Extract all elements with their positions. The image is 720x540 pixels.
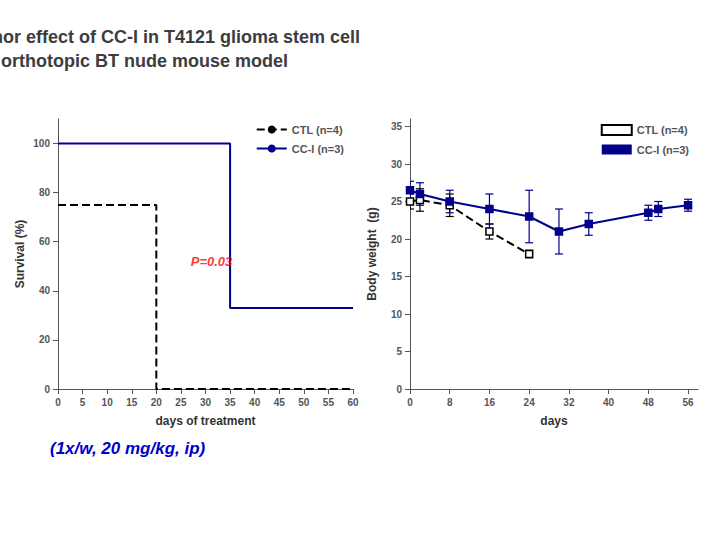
svg-text:20: 20: [391, 234, 403, 245]
svg-text:days: days: [540, 414, 568, 428]
svg-text:20: 20: [39, 334, 51, 345]
svg-text:40: 40: [249, 397, 261, 408]
svg-text:16: 16: [484, 397, 496, 408]
svg-text:15: 15: [391, 271, 403, 282]
svg-text:CC-I (n=3): CC-I (n=3): [637, 144, 690, 156]
svg-text:32: 32: [563, 397, 575, 408]
svg-text:0: 0: [55, 397, 61, 408]
svg-text:30: 30: [391, 159, 403, 170]
svg-text:8: 8: [447, 397, 453, 408]
svg-text:P=0.03: P=0.03: [191, 254, 233, 269]
svg-text:(1x/w, 20 mg/kg, ip): (1x/w, 20 mg/kg, ip): [50, 439, 206, 458]
svg-text:35: 35: [225, 397, 237, 408]
svg-text:5: 5: [80, 397, 86, 408]
svg-text:45: 45: [274, 397, 286, 408]
svg-text:CTL (n=4): CTL (n=4): [637, 124, 688, 136]
svg-text:100: 100: [33, 138, 50, 149]
svg-text:35: 35: [391, 121, 403, 132]
svg-text:Body weight (g): Body weight (g): [365, 207, 379, 300]
svg-text:40: 40: [39, 285, 51, 296]
svg-text:60: 60: [39, 236, 51, 247]
svg-text:0: 0: [44, 384, 50, 395]
svg-text:orthotopic BT nude mouse model: orthotopic BT nude mouse model: [1, 51, 288, 71]
svg-text:50: 50: [298, 397, 310, 408]
svg-text:40: 40: [603, 397, 615, 408]
svg-text:CC-I (n=3): CC-I (n=3): [292, 143, 345, 155]
svg-text:60: 60: [347, 397, 359, 408]
svg-text:10: 10: [102, 397, 114, 408]
svg-text:Survival (%): Survival (%): [13, 220, 27, 289]
svg-text:days of treatment: days of treatment: [155, 414, 255, 428]
svg-text:25: 25: [391, 196, 403, 207]
svg-text:0: 0: [396, 384, 402, 395]
svg-text:80: 80: [39, 187, 51, 198]
svg-text:5: 5: [396, 346, 402, 357]
svg-text:10: 10: [391, 309, 403, 320]
svg-text:0: 0: [407, 397, 413, 408]
svg-text:48: 48: [643, 397, 655, 408]
svg-text:55: 55: [323, 397, 335, 408]
svg-text:20: 20: [151, 397, 163, 408]
svg-text:56: 56: [683, 397, 695, 408]
svg-text:30: 30: [200, 397, 212, 408]
svg-text:24: 24: [524, 397, 536, 408]
svg-text:CTL (n=4): CTL (n=4): [292, 124, 343, 136]
svg-text:15: 15: [126, 397, 138, 408]
svg-text:25: 25: [175, 397, 187, 408]
svg-text:Anti-tumor effect of CC-I in T: Anti-tumor effect of CC-I in T4121 gliom…: [0, 27, 360, 47]
